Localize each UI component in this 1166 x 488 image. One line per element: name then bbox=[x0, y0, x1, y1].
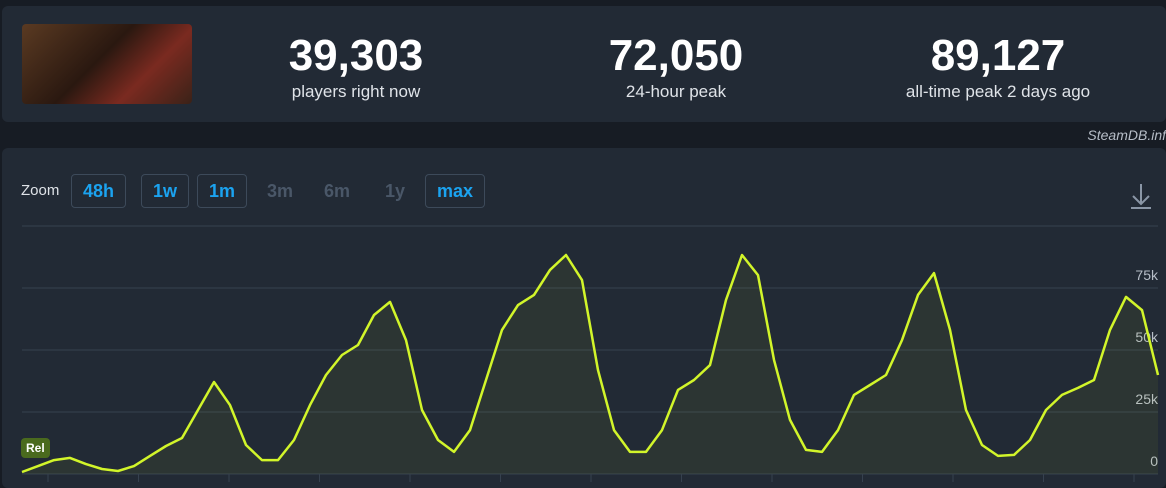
stat-value: 39,303 bbox=[288, 31, 424, 80]
rel-badge[interactable]: Rel bbox=[21, 438, 50, 458]
line-area bbox=[22, 255, 1158, 474]
y-tick-label: 0 bbox=[1150, 453, 1158, 469]
zoom-button[interactable]: max bbox=[425, 174, 486, 208]
zoom-label: Zoom bbox=[21, 182, 60, 199]
zoom-button[interactable]: 1m bbox=[197, 174, 248, 208]
stat-value: 72,050 bbox=[608, 31, 744, 80]
stat: 89,127 all-time peak 2 days ago bbox=[868, 34, 1128, 102]
y-tick-label: 75k bbox=[1135, 267, 1159, 283]
zoom-button: 6m bbox=[324, 181, 351, 201]
download-icon[interactable] bbox=[1131, 184, 1151, 209]
line bbox=[21, 253, 1160, 474]
stat-label: all-time peak 2 days ago bbox=[905, 82, 1091, 101]
zoom-button[interactable]: 48h bbox=[71, 174, 127, 208]
stat-label: players right now bbox=[291, 82, 421, 101]
stat-label: 24-hour peak bbox=[625, 82, 727, 101]
y-tick-label: 50k bbox=[1135, 329, 1159, 345]
stats-panel: 39,303 players right now 72,050 24-hour pe… bbox=[2, 6, 1166, 122]
stat-value: 89,127 bbox=[930, 31, 1066, 80]
y-tick-label: 25k bbox=[1135, 391, 1159, 407]
stat: 39,303 players right now bbox=[226, 34, 486, 102]
game-thumbnail[interactable] bbox=[22, 24, 192, 104]
source-link[interactable]: SteamDB.inf bbox=[1087, 127, 1166, 143]
stat: 72,050 24-hour peak bbox=[546, 34, 806, 102]
chart-panel bbox=[2, 148, 1166, 488]
zoom-button: 3m bbox=[267, 181, 294, 201]
zoom-button[interactable]: 1w bbox=[141, 174, 190, 208]
zoom-button: 1y bbox=[385, 181, 406, 201]
